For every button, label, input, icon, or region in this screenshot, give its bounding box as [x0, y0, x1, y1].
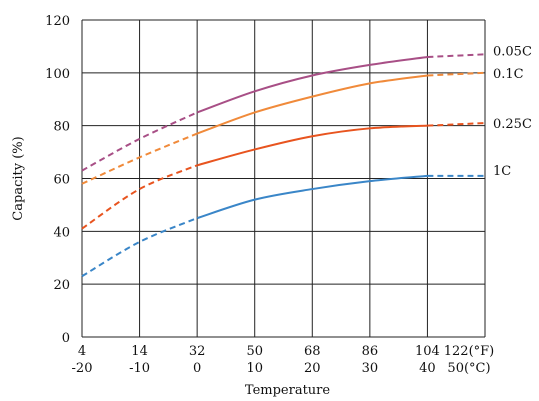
series-lines	[81, 53, 486, 278]
x-axis-label: Temperature	[245, 383, 330, 398]
series-line-01C	[196, 74, 428, 135]
y-tick-label: 80	[53, 120, 70, 135]
x-tick-label-f: 122(°F)	[444, 344, 494, 359]
series-line-005C-cold	[81, 111, 198, 172]
series-line-1C-cold	[81, 217, 198, 278]
y-tick-labels: 0 20 40 60 80 100 120	[45, 14, 70, 346]
x-tick-label-c: 50(°C)	[447, 361, 490, 376]
x-tick-label-c: 20	[304, 361, 321, 376]
x-tick-label-f: 14	[131, 344, 148, 359]
series-line-025C	[196, 124, 428, 167]
x-tick-label-f: 104	[415, 344, 440, 359]
series-line-01C-hot	[427, 71, 486, 77]
x-tick-label-c: -10	[129, 361, 150, 376]
x-tick-label-f: 4	[78, 344, 86, 359]
x-tick-label-c: 0	[193, 361, 201, 376]
series-label-1C: 1C	[493, 164, 511, 179]
x-tick-label-c: 40	[419, 361, 436, 376]
series-line-01C-cold	[81, 132, 198, 185]
series-labels: 0.05C 0.1C 0.25C 1C	[493, 44, 532, 179]
x-tick-label-f: 50	[246, 344, 263, 359]
series-label-01C: 0.1C	[493, 67, 524, 82]
x-tick-label-f: 32	[189, 344, 206, 359]
x-tick-labels: 4 -20 14 -10 32 0 50 10 68 20 86 30 104 40 122(°F) 50(°…	[72, 344, 495, 376]
x-tick-label-f: 86	[362, 344, 379, 359]
x-tick-label-c: 30	[362, 361, 379, 376]
y-tick-label: 0	[62, 331, 70, 346]
y-axis-label: Capacity (%)	[11, 136, 26, 220]
x-tick-label-c: 10	[246, 361, 263, 376]
y-tick-label: 120	[45, 14, 70, 29]
series-line-005C-hot	[427, 53, 486, 58]
y-tick-label: 20	[53, 278, 70, 293]
series-line-005C	[196, 55, 428, 114]
y-tick-label: 100	[45, 67, 70, 82]
series-label-025C: 0.25C	[493, 117, 532, 132]
series-line-025C-cold	[81, 164, 198, 230]
y-tick-label: 40	[53, 225, 70, 240]
series-label-005C: 0.05C	[493, 44, 532, 59]
x-tick-label-f: 68	[304, 344, 321, 359]
grid-lines	[81, 19, 486, 338]
x-tick-label-c: -20	[72, 361, 93, 376]
series-line-1C	[196, 174, 428, 220]
series-line-025C-hot	[427, 122, 486, 127]
y-tick-label: 60	[53, 173, 70, 188]
